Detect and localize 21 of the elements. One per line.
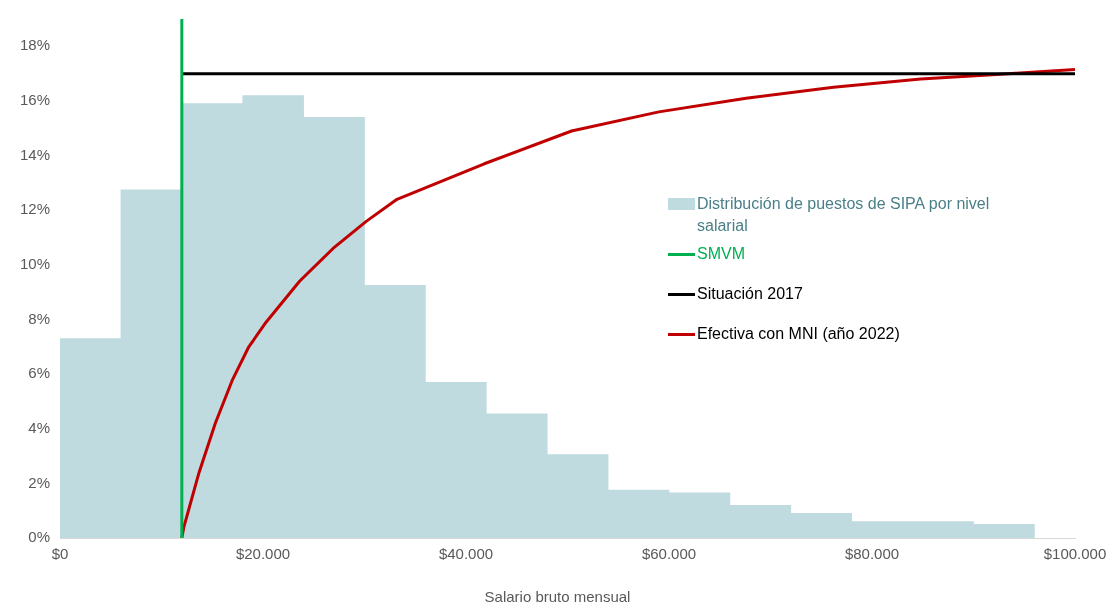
x-tick-label: $40.000 (438, 545, 494, 563)
y-tick-label: 4% (28, 418, 51, 436)
y-tick-label: 6% (28, 364, 51, 382)
legend-label: Efectiva con MNI (año 2022) (697, 324, 900, 344)
y-tick-label: 14% (19, 145, 51, 163)
x-tick-label: $100.000 (1043, 545, 1107, 563)
y-tick-label: 12% (19, 200, 51, 218)
x-axis-title: Salario bruto mensual (483, 588, 632, 605)
y-tick-label: 2% (28, 473, 51, 491)
x-tick-label: $20.000 (235, 545, 291, 563)
legend-label: Distribución de puestos de SIPA por nivel salarial (697, 194, 991, 236)
y-tick-label: 18% (19, 36, 51, 54)
x-tick-label: $0 (51, 545, 69, 563)
x-tick-label: $60.000 (641, 545, 697, 563)
legend-label: Situación 2017 (697, 284, 803, 304)
y-tick-label: 8% (28, 309, 51, 327)
legend-label: SMVM (697, 244, 745, 264)
y-tick-label: 16% (19, 91, 51, 109)
x-tick-label: $80.000 (844, 545, 900, 563)
y-tick-label: 0% (28, 528, 51, 546)
y-tick-label: 10% (19, 254, 51, 272)
